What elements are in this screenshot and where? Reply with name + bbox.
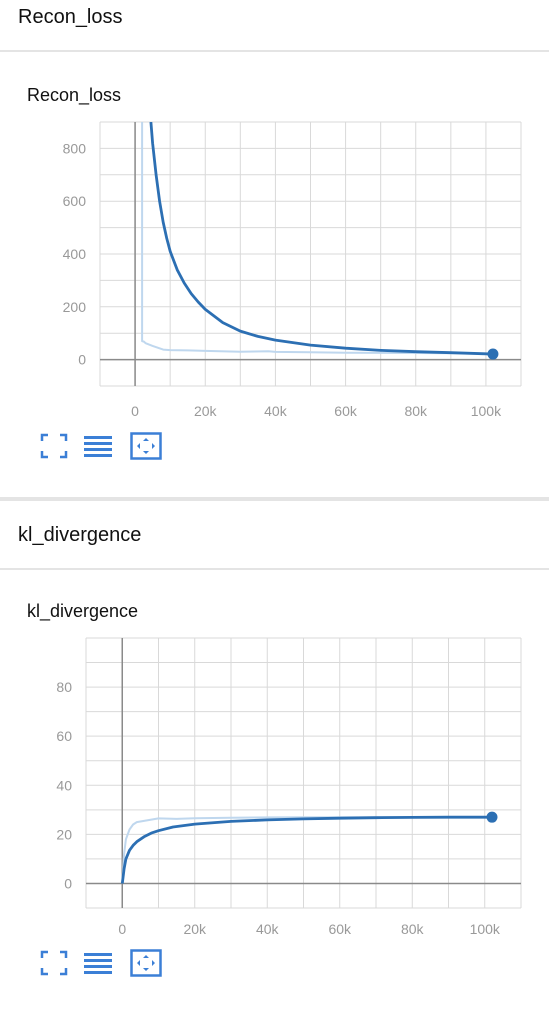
data-list-icon bbox=[84, 436, 112, 457]
fit-domain-icon bbox=[130, 949, 162, 977]
x-tick-label: 0 bbox=[118, 921, 126, 937]
section-title: Recon_loss bbox=[18, 6, 123, 28]
fullscreen-icon bbox=[40, 433, 68, 459]
y-tick-label: 400 bbox=[63, 246, 87, 262]
divider bbox=[0, 568, 549, 570]
x-tick-label: 40k bbox=[264, 403, 288, 419]
fullscreen-button[interactable] bbox=[38, 947, 70, 979]
data-list-icon bbox=[84, 953, 112, 974]
fullscreen-icon bbox=[40, 950, 68, 976]
y-tick-label: 20 bbox=[56, 826, 72, 842]
x-tick-label: 60k bbox=[334, 403, 358, 419]
x-tick-label: 20k bbox=[183, 921, 207, 937]
fit-domain-icon bbox=[130, 432, 162, 460]
y-tick-label: 200 bbox=[63, 299, 87, 315]
y-tick-label: 0 bbox=[78, 352, 86, 368]
series-line-smoothed bbox=[120, 815, 492, 884]
x-tick-label: 60k bbox=[328, 921, 352, 937]
series-line-raw bbox=[141, 122, 493, 355]
x-tick-label: 80k bbox=[401, 921, 425, 937]
series-line-smoothed bbox=[149, 122, 493, 356]
section-title: kl_divergence bbox=[18, 524, 142, 546]
x-tick-label: 100k bbox=[470, 921, 501, 937]
card-title: kl_divergence bbox=[27, 601, 139, 621]
x-tick-label: 40k bbox=[256, 921, 280, 937]
series-end-point bbox=[486, 811, 498, 823]
recon-loss-chart[interactable]: 0 200 400 600 800 0 20k 40k 60k 80k 100k bbox=[0, 110, 549, 430]
x-tick-label: 0 bbox=[131, 403, 139, 419]
fit-domain-button[interactable] bbox=[130, 947, 162, 979]
kl-divergence-chart[interactable]: 0 20 40 60 80 0 20k 40k 60k 80k 100k bbox=[0, 626, 549, 946]
y-tick-label: 800 bbox=[63, 140, 87, 156]
section-divider bbox=[0, 497, 549, 501]
section-header-recon-loss[interactable]: Recon_loss bbox=[0, 0, 549, 52]
x-tick-label: 80k bbox=[404, 403, 428, 419]
fullscreen-button[interactable] bbox=[38, 430, 70, 462]
chart-toolbar bbox=[38, 430, 178, 462]
y-tick-label: 600 bbox=[63, 193, 87, 209]
fit-domain-button[interactable] bbox=[130, 430, 162, 462]
data-list-button[interactable] bbox=[82, 430, 114, 462]
divider bbox=[0, 50, 549, 52]
section-header-kl-divergence[interactable]: kl_divergence bbox=[0, 516, 549, 568]
y-tick-label: 0 bbox=[64, 875, 72, 891]
card-title: Recon_loss bbox=[27, 85, 122, 105]
y-tick-label: 80 bbox=[56, 679, 72, 695]
y-tick-label: 40 bbox=[56, 777, 72, 793]
y-tick-label: 60 bbox=[56, 728, 72, 744]
series-end-point bbox=[487, 348, 499, 360]
data-list-button[interactable] bbox=[82, 947, 114, 979]
x-tick-label: 100k bbox=[471, 403, 502, 419]
chart-toolbar bbox=[38, 947, 178, 979]
x-tick-label: 20k bbox=[194, 403, 218, 419]
